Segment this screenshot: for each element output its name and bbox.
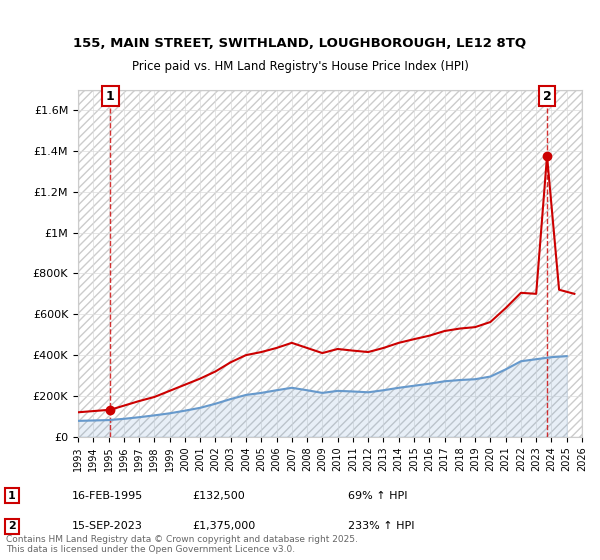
Text: 233% ↑ HPI: 233% ↑ HPI — [348, 521, 415, 531]
Text: £132,500: £132,500 — [192, 491, 245, 501]
Text: 69% ↑ HPI: 69% ↑ HPI — [348, 491, 407, 501]
Text: 15-SEP-2023: 15-SEP-2023 — [72, 521, 143, 531]
Text: £1,375,000: £1,375,000 — [192, 521, 255, 531]
Text: Contains HM Land Registry data © Crown copyright and database right 2025.
This d: Contains HM Land Registry data © Crown c… — [6, 535, 358, 554]
Text: 2: 2 — [8, 521, 16, 531]
Text: 1: 1 — [8, 491, 16, 501]
Text: Price paid vs. HM Land Registry's House Price Index (HPI): Price paid vs. HM Land Registry's House … — [131, 60, 469, 73]
Text: 2: 2 — [542, 90, 551, 102]
Text: 155, MAIN STREET, SWITHLAND, LOUGHBOROUGH, LE12 8TQ: 155, MAIN STREET, SWITHLAND, LOUGHBOROUG… — [73, 38, 527, 50]
Text: 16-FEB-1995: 16-FEB-1995 — [72, 491, 143, 501]
Text: 1: 1 — [106, 90, 115, 102]
